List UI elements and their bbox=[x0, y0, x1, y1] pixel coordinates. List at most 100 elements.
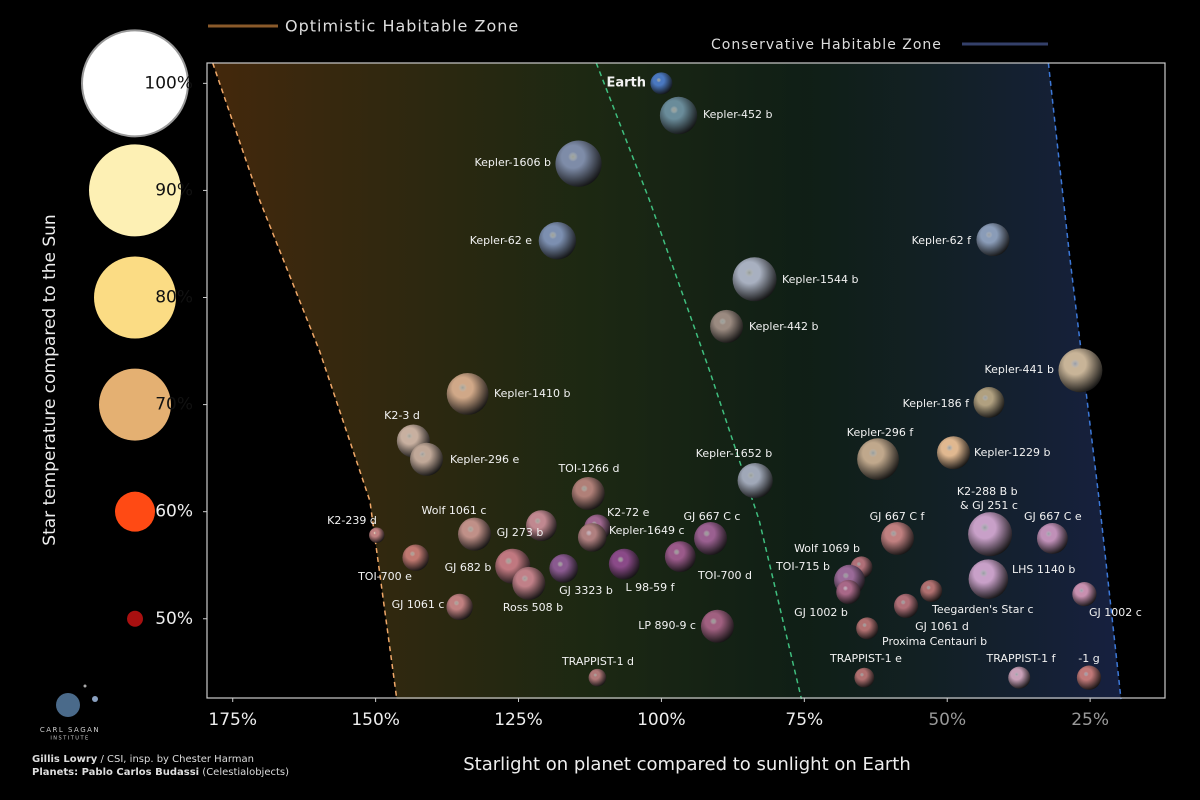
planet bbox=[836, 579, 861, 605]
planet bbox=[937, 436, 971, 470]
planet bbox=[1058, 348, 1103, 393]
planet-label: Kepler-1229 b bbox=[974, 446, 1051, 459]
planet-label: GJ 273 b bbox=[497, 526, 544, 539]
legend-label: Optimistic Habitable Zone bbox=[285, 17, 519, 36]
planet bbox=[538, 222, 577, 260]
planet bbox=[577, 523, 607, 552]
planet-label: Kepler-452 b bbox=[703, 108, 773, 121]
star-disc bbox=[89, 144, 181, 237]
x-tick-label: 100% bbox=[637, 710, 686, 730]
x-tick-label: 125% bbox=[494, 710, 543, 730]
planet-label: Kepler-442 b bbox=[749, 320, 819, 333]
logo-planet bbox=[56, 693, 80, 717]
planet bbox=[369, 527, 385, 543]
planet-label: TOI-1266 d bbox=[557, 462, 619, 475]
planet bbox=[1036, 523, 1068, 554]
x-tick-label: 175% bbox=[208, 710, 257, 730]
planet-label: TOI-715 b bbox=[775, 560, 830, 573]
planet bbox=[458, 517, 492, 551]
planet-label: LP 890-9 c bbox=[638, 619, 696, 632]
planet bbox=[1072, 582, 1097, 607]
star-disc bbox=[99, 368, 171, 441]
planet-label: K2-239 d bbox=[327, 514, 377, 527]
x-tick-label: 150% bbox=[351, 710, 400, 730]
planet-label: Earth bbox=[606, 76, 646, 91]
legend-label: Conservative Habitable Zone bbox=[711, 37, 942, 53]
planet bbox=[608, 548, 640, 580]
planet bbox=[976, 223, 1010, 257]
planet bbox=[893, 593, 919, 619]
x-tick-label: 50% bbox=[928, 710, 966, 730]
zone-boundary bbox=[595, 62, 803, 700]
planet bbox=[555, 140, 602, 187]
planet-label: TOI-700 d bbox=[697, 569, 752, 582]
zone-boundary bbox=[1047, 62, 1122, 700]
planet-label: Kepler-1544 b bbox=[782, 273, 859, 286]
planet-label: TOI-700 e bbox=[357, 570, 412, 583]
planet-label: GJ 1002 c bbox=[1089, 606, 1142, 619]
y-tick-label: 90% bbox=[155, 180, 193, 200]
planet-label: LHS 1140 b bbox=[1012, 563, 1075, 576]
planet-label: Kepler-296 e bbox=[450, 453, 520, 466]
planet bbox=[973, 387, 1005, 418]
planet bbox=[549, 554, 578, 583]
credit-part: Planets: Pablo Carlos Budassi bbox=[32, 767, 199, 778]
credit-part: (Celestialobjects) bbox=[199, 767, 289, 778]
planet bbox=[737, 463, 773, 499]
logo-text: INSTITUTE bbox=[50, 736, 89, 742]
logo-moon bbox=[83, 684, 87, 688]
planet bbox=[968, 559, 1009, 599]
planet-label: Kepler-1410 b bbox=[494, 387, 571, 400]
planet-label: GJ 667 C e bbox=[1024, 510, 1082, 523]
planet bbox=[1076, 665, 1102, 690]
planet bbox=[710, 309, 744, 343]
y-tick-label: 50% bbox=[155, 609, 193, 629]
zone-boundary bbox=[212, 62, 398, 700]
planet-label: TRAPPIST-1 f bbox=[986, 652, 1057, 665]
y-tick-label: 100% bbox=[144, 73, 193, 93]
planet-label: TRAPPIST-1 d bbox=[561, 655, 634, 668]
planet-label: Kepler-62 f bbox=[912, 234, 973, 247]
planet-label: Kepler-1652 b bbox=[696, 447, 773, 460]
planet bbox=[571, 476, 605, 510]
planet bbox=[856, 617, 879, 640]
planet bbox=[402, 544, 429, 571]
planet-label: Kepler-1649 c bbox=[609, 524, 685, 537]
planet bbox=[1008, 666, 1031, 689]
planet bbox=[588, 668, 607, 687]
planet bbox=[512, 566, 546, 600]
planet-label: -1 g bbox=[1078, 652, 1099, 665]
planet-label: TRAPPIST-1 e bbox=[829, 652, 902, 665]
credit: Gillis Lowry / CSI, insp. by Chester Har… bbox=[32, 754, 254, 765]
planet bbox=[525, 510, 557, 541]
planet-label: Kepler-62 e bbox=[470, 234, 533, 247]
y-axis-label: Star temperature compared to the Sun bbox=[40, 214, 60, 545]
planet-label: GJ 667 C f bbox=[870, 510, 926, 523]
credit-part: / CSI, insp. by Chester Harman bbox=[97, 754, 254, 765]
planet bbox=[857, 438, 899, 481]
planet-label: GJ 3323 b bbox=[559, 584, 613, 597]
star-disc bbox=[94, 256, 176, 339]
planet bbox=[700, 609, 734, 643]
planet bbox=[664, 541, 696, 573]
y-tick-label: 60% bbox=[155, 502, 193, 522]
planet-label: GJ 667 C c bbox=[684, 510, 741, 523]
y-tick-label: 80% bbox=[155, 288, 193, 308]
credit: Planets: Pablo Carlos Budassi (Celestial… bbox=[32, 767, 289, 778]
planet-label: Proxima Centauri b bbox=[882, 635, 987, 648]
star-disc bbox=[81, 29, 189, 138]
planet bbox=[920, 579, 943, 602]
planet bbox=[880, 521, 914, 555]
planet-label: Teegarden's Star c bbox=[931, 603, 1034, 616]
x-axis-label: Starlight on planet compared to sunlight… bbox=[463, 754, 911, 775]
x-tick-label: 25% bbox=[1071, 710, 1109, 730]
planet-label: K2-3 d bbox=[384, 409, 420, 422]
planet-label: GJ 1061 d bbox=[915, 620, 969, 633]
y-tick-label: 70% bbox=[155, 395, 193, 415]
planet-label: Kepler-441 b bbox=[984, 363, 1054, 376]
planet-label: Wolf 1061 c bbox=[422, 504, 487, 517]
logo-moon bbox=[92, 696, 98, 702]
planet bbox=[854, 667, 875, 688]
